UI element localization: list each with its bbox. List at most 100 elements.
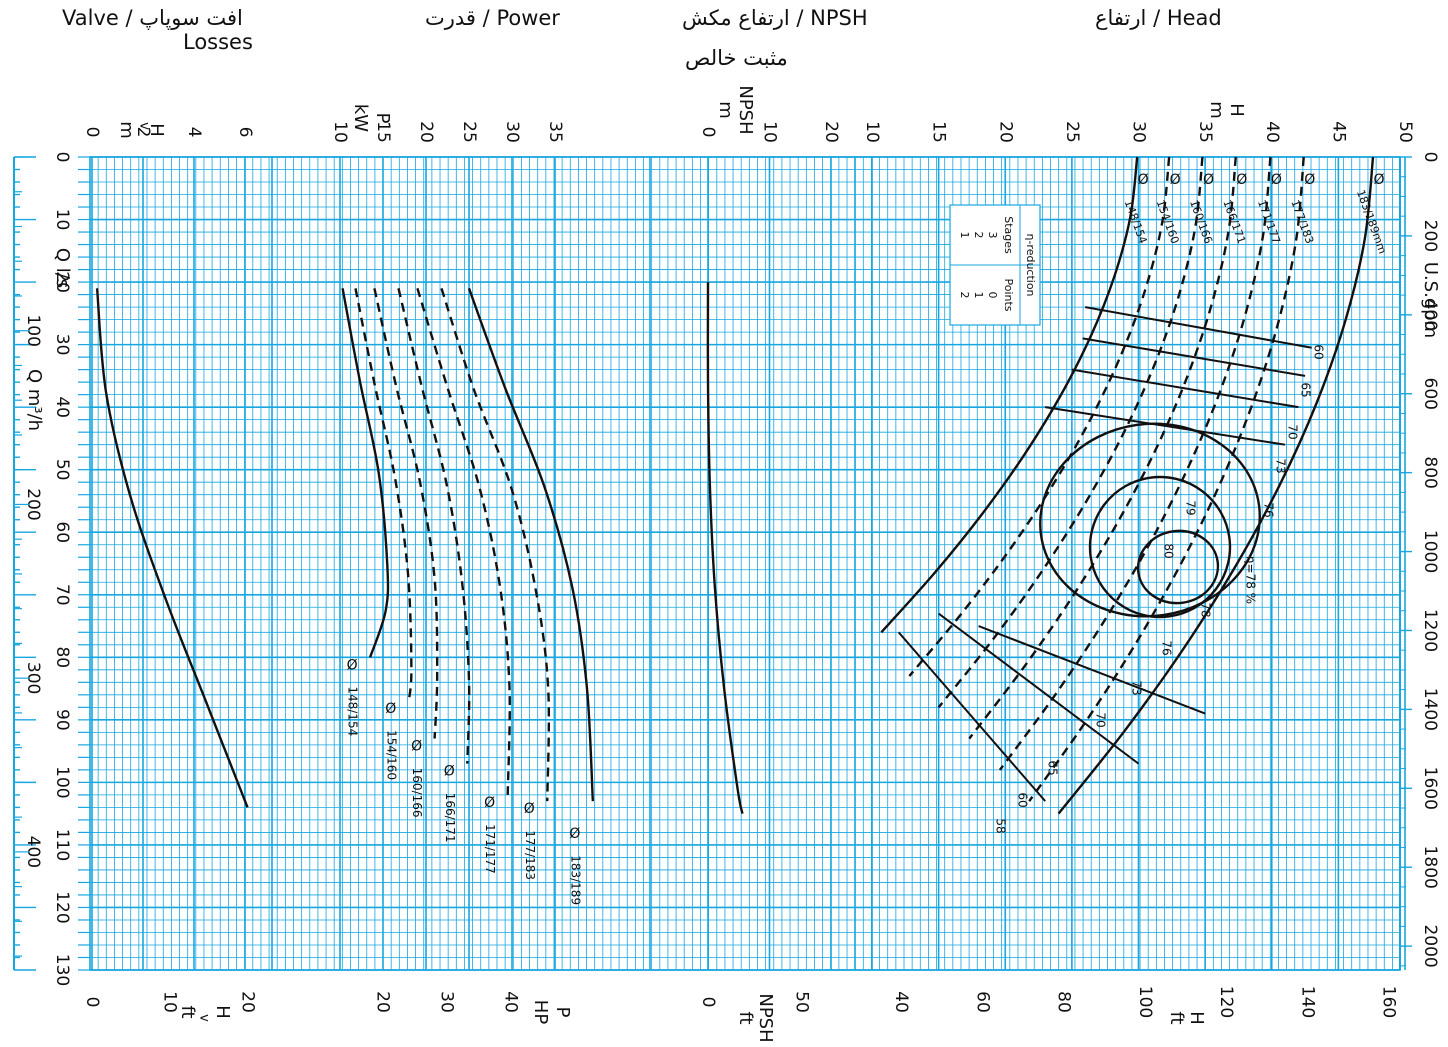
grid-frame [89, 156, 1401, 971]
tick-top-npsh: 20 [821, 121, 841, 143]
tick-label-m3h: 400 [23, 836, 43, 868]
tick-top-head: 20 [995, 121, 1015, 143]
tick-bottom-head: 120 [1216, 986, 1236, 1018]
tick-bottom-head: 40 [891, 991, 911, 1013]
axis-label-power-top: P [372, 113, 393, 124]
tick-label-gpm: 1200 [1420, 609, 1440, 652]
power-label-diameter: 171/177 [483, 824, 497, 874]
tick-label-ls: 0 [52, 152, 72, 163]
power-curve-label: Ø 166/171 [443, 764, 457, 843]
tick-label-gpm: 800 [1420, 456, 1440, 488]
tick-label-m3h: 300 [23, 662, 43, 694]
tick-top-head: 15 [929, 121, 949, 143]
head-label-phi: Ø [1203, 172, 1214, 188]
tick-label-gpm: 400 [1420, 299, 1440, 331]
efficiency-label: 79 [1184, 500, 1198, 515]
tick-bottom-valve: 0 [82, 997, 102, 1008]
axis-title-gpm: U.S.gpm [1420, 262, 1441, 338]
power-label-diameter: 177/183 [523, 830, 537, 880]
head-curve-label: Ø 177/183 [1288, 172, 1316, 246]
efficiency-line [1045, 406, 1286, 446]
efficiency-label-top: 70 [1286, 424, 1300, 439]
power-label-diameter: 166/171 [443, 793, 457, 843]
reduction-table-cell: 1 [958, 232, 971, 239]
npsh-curve [706, 282, 744, 814]
tick-top-valve: 0 [82, 127, 102, 138]
efficiency-loop-80 [1136, 529, 1220, 605]
axis-label-npsh-bottom: NPSH [755, 993, 776, 1042]
tick-label-ls: 10 [52, 209, 72, 231]
tick-label-m3h: 200 [23, 488, 43, 520]
power-curve-label: Ø 160/166 [410, 739, 424, 818]
axis-label-valve-bottom: H [212, 1005, 233, 1019]
tick-top-head: 35 [1195, 121, 1215, 143]
tick-top-head: 30 [1129, 121, 1149, 143]
npsh-header: ارتفاع مکش / NPSH [682, 6, 868, 30]
power-label-diameter: 148/154 [346, 686, 360, 736]
reduction-table-title: η-reduction [1024, 233, 1037, 296]
head-label-phi: Ø [1304, 172, 1315, 188]
efficiency-line [1085, 306, 1312, 349]
power-curve-label: Ø 148/154 [346, 657, 360, 736]
reduction-table-header: Points [1002, 278, 1015, 311]
valve-header: Valve / افت سوپاپ [62, 6, 243, 30]
efficiency-line [1082, 337, 1306, 377]
efficiency-label: 65 [1046, 760, 1060, 775]
tick-label-ls: 60 [52, 521, 72, 543]
tick-label-ls: 100 [52, 766, 72, 798]
tick-label-ls: 40 [52, 396, 72, 418]
efficiency-label: 58 [994, 818, 1008, 833]
power-curve [440, 287, 551, 802]
efficiency-loop-79 [1088, 475, 1232, 619]
axis-label-npsh-bottom: ft [735, 1011, 756, 1024]
tick-top-power: 10 [330, 121, 350, 143]
tick-bottom-head: 100 [1135, 986, 1155, 1018]
axis-label-power-bottom: HP [530, 1000, 551, 1025]
tick-top-power: 25 [459, 121, 479, 143]
efficiency-label: 78 [1199, 602, 1213, 617]
axes: 0102030405060708090100110120130100200300… [13, 85, 1441, 1043]
head-label-phi: Ø [1236, 172, 1247, 188]
head-curve [880, 156, 1139, 634]
efficiency-label: η=78 % [1244, 556, 1258, 604]
power-label-phi: Ø [347, 657, 358, 673]
axis-title-ls: Q l/s [52, 248, 73, 288]
tick-label-gpm: 0 [1420, 152, 1440, 163]
axis-label-head-top: H [1226, 103, 1247, 117]
efficiency-label: 76 [1160, 640, 1174, 655]
reduction-table-cell: 2 [958, 292, 971, 299]
tick-top-head: 40 [1262, 121, 1282, 143]
tick-top-power: 30 [502, 121, 522, 143]
axis-label-power-top: kW [350, 104, 371, 132]
slash: / [796, 6, 804, 30]
tick-top-head: 50 [1395, 121, 1415, 143]
power-curve-label: Ø 154/160 [384, 701, 398, 780]
axis-label-valve-top: m [116, 121, 137, 139]
power-curve-label: Ø 177/183 [523, 801, 537, 880]
efficiency-label-top: 73 [1274, 458, 1288, 473]
valve-loss-curve [95, 288, 249, 808]
valve-header-fa: افت سوپاپ [139, 6, 243, 30]
head-label-diameter: 183/189mm [1354, 188, 1389, 256]
axis-label-head-top: m [1206, 101, 1227, 119]
head-label-diameter: 177/183 [1288, 198, 1316, 245]
tick-label-gpm: 1000 [1420, 530, 1440, 573]
efficiency-line [897, 631, 1046, 802]
axis-label-npsh-top: NPSH [735, 85, 756, 134]
power-curve [354, 288, 413, 702]
reduction-table-cell: 3 [986, 232, 999, 239]
tick-label-ls: 130 [52, 954, 72, 986]
axis-label-valve-bottom: v [197, 1014, 212, 1022]
tick-label-gpm: 1600 [1420, 767, 1440, 810]
power-curve [397, 288, 471, 764]
tick-label-gpm: 1800 [1420, 846, 1440, 889]
tick-bottom-npsh: 50 [792, 991, 812, 1013]
axis-label-power-bottom: P [552, 1007, 573, 1018]
efficiency-line [1071, 368, 1299, 409]
curves [95, 156, 1375, 815]
power-header: قدرت / Power [425, 6, 560, 30]
tick-bottom-head: 140 [1297, 986, 1317, 1018]
grid [89, 156, 1406, 971]
efficiency-label-top: 60 [1312, 344, 1326, 359]
